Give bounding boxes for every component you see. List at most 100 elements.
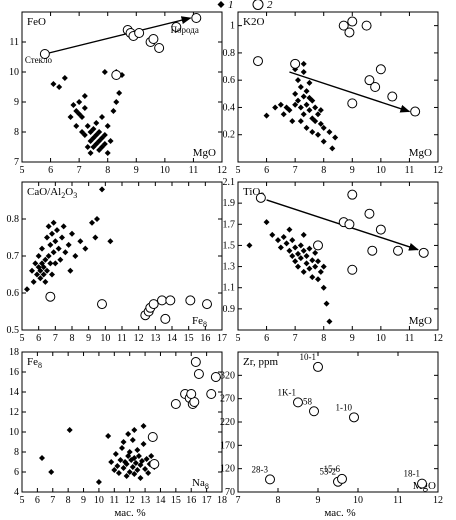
point-label: 28-3 xyxy=(252,464,269,474)
data-point-diamond xyxy=(303,101,310,108)
x-tick-label: 6 xyxy=(264,165,269,176)
data-point-diamond xyxy=(283,240,290,247)
y-tick-label: 220 xyxy=(220,417,235,428)
data-point-circle xyxy=(375,224,386,235)
y-tick-label: 0.5 xyxy=(7,325,20,336)
x-axis-label: MgO xyxy=(409,147,432,159)
data-point-diamond xyxy=(101,141,108,147)
annotation: Порода xyxy=(171,25,199,35)
data-point-diamond xyxy=(326,318,333,325)
data-point-diamond xyxy=(131,471,138,477)
data-point-diamond xyxy=(295,77,301,84)
data-point-diamond xyxy=(60,223,67,230)
y-tick-label: 320 xyxy=(220,370,235,381)
x-tick-label: 9 xyxy=(86,333,91,344)
data-point-diamond xyxy=(286,226,293,233)
data-point-diamond xyxy=(50,81,57,87)
data-point-diamond xyxy=(119,445,125,451)
data-point-diamond xyxy=(140,423,147,429)
x-tick-label: 8 xyxy=(276,495,281,506)
panel-caoal-fe8: 5 6 7 8 9 10 11 12 13 14 15 16 17 0.5 0.6 0.7 0.8 CaO/Al2… xyxy=(7,181,227,344)
data-point-circle xyxy=(206,389,217,399)
x-tick-label: 12 xyxy=(217,165,227,176)
data-point-diamond xyxy=(306,265,313,272)
data-point-diamond xyxy=(39,455,45,461)
data-point-diamond xyxy=(295,97,301,104)
data-point-diamond xyxy=(107,138,114,144)
data-point-diamond xyxy=(96,129,103,135)
data-point-diamond xyxy=(48,469,55,475)
data-point-circle xyxy=(347,189,358,200)
x-tick-label: 17 xyxy=(202,495,212,506)
data-point-diamond xyxy=(81,93,88,99)
data-point-circle xyxy=(39,49,50,59)
data-point-diamond xyxy=(277,244,284,251)
data-point-diamond xyxy=(263,219,270,226)
data-point-diamond xyxy=(142,466,149,472)
data-point-diamond xyxy=(32,260,39,267)
data-point-diamond xyxy=(300,247,307,254)
data-point-diamond xyxy=(148,453,155,459)
data-point-circle xyxy=(160,313,171,324)
x-tick-label: 7 xyxy=(236,495,241,506)
x-tick-label: 10 xyxy=(376,333,386,344)
plot-frame xyxy=(237,11,439,163)
y-tick-label: 2.1 xyxy=(223,177,236,188)
data-point-diamond xyxy=(317,268,324,275)
data-point-diamond xyxy=(89,219,95,226)
data-point-diamond xyxy=(115,470,122,476)
data-point-diamond xyxy=(303,260,310,267)
x-tick-label: 5 xyxy=(20,165,25,176)
data-point-diamond xyxy=(297,104,304,111)
data-point-diamond xyxy=(126,469,133,475)
y-tick-label: 70 xyxy=(225,487,235,498)
data-point-diamond xyxy=(309,97,316,104)
data-point-circle xyxy=(349,412,359,423)
data-point-diamond xyxy=(297,255,304,262)
x-tick-label: 10 xyxy=(376,165,386,176)
x-tick-label: 12 xyxy=(433,495,443,506)
data-point-diamond xyxy=(55,245,62,252)
data-point-circle xyxy=(313,240,323,251)
data-point-diamond xyxy=(295,263,301,270)
y-tick-label: 8 xyxy=(14,127,19,138)
data-point-diamond xyxy=(42,256,49,263)
trend-arrow xyxy=(44,16,192,55)
data-point-diamond xyxy=(320,138,327,145)
data-point-diamond xyxy=(54,227,60,234)
data-point-circle xyxy=(97,299,107,310)
data-point-diamond xyxy=(65,241,72,248)
data-point-diamond xyxy=(289,253,296,259)
point-label: 53-2 xyxy=(320,467,337,477)
x-tick-label: 8 xyxy=(66,495,71,506)
data-point-diamond xyxy=(105,433,112,439)
data-point-diamond xyxy=(81,132,88,138)
y-tick-label: 11 xyxy=(9,37,19,48)
data-point-diamond xyxy=(306,107,313,114)
data-point-circle xyxy=(134,28,145,38)
data-point-diamond xyxy=(300,231,307,238)
x-tick-label: 11 xyxy=(393,495,403,506)
data-point-diamond xyxy=(306,245,313,252)
point-label: 10-1 xyxy=(300,352,317,362)
data-point-diamond xyxy=(300,111,307,118)
data-point-diamond xyxy=(81,105,88,111)
panel-k2o-mgo: 5 6 7 8 9 10 11 12 0.2 0.4 0.6 0.8 1 K2O MgO xyxy=(223,11,443,176)
x-tick-label: 15 xyxy=(171,495,181,506)
x-tick-label: 9 xyxy=(134,165,139,176)
data-point-diamond xyxy=(52,238,59,245)
x-tick-label: 7 xyxy=(50,495,55,506)
x-tick-label: 7 xyxy=(293,165,298,176)
data-point-diamond xyxy=(107,238,114,245)
x-axis-label: Fe8 xyxy=(192,315,207,329)
data-point-circle xyxy=(45,291,56,302)
x-tick-label: 10 xyxy=(100,333,110,344)
data-point-diamond xyxy=(79,114,85,120)
y-tick-label: 0.9 xyxy=(223,304,236,315)
plot-frame xyxy=(237,181,439,331)
x-tick-label: 5 xyxy=(236,333,241,344)
x-tick-label: 17 xyxy=(217,333,227,344)
data-point-diamond xyxy=(269,231,276,238)
data-point-circle xyxy=(410,106,421,117)
